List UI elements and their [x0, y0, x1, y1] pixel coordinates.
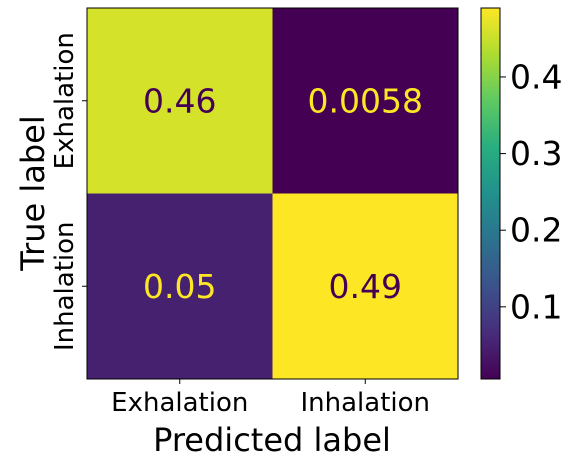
y-axis-label: True label: [14, 115, 52, 272]
y-tick-label: Exhalation: [50, 32, 80, 169]
heatmap-cell: [272, 193, 458, 379]
x-tick-label: Inhalation: [300, 388, 430, 418]
colorbar-tick-label: 0.2: [510, 211, 562, 250]
colorbar: [480, 7, 501, 380]
y-axis-ticks: Exhalation Inhalation: [50, 32, 87, 351]
heatmap-cell: [87, 193, 273, 379]
x-tick-label: Exhalation: [111, 388, 248, 418]
plot-frame: [86, 7, 459, 380]
colorbar-tick-label: 0.1: [510, 287, 562, 326]
cell-value-label: 0.49: [329, 267, 402, 306]
colorbar-tick-label: 0.4: [510, 57, 562, 96]
cell-value-label: 0.0058: [308, 81, 423, 120]
heatmap-cell: [87, 8, 273, 194]
colorbar-ticks: 0.1 0.2 0.3 0.4: [500, 57, 562, 326]
x-axis-label: Predicted label: [153, 421, 391, 459]
heatmap-cells: 0.46 0.0058 0.05 0.49: [87, 8, 458, 379]
heatmap-cell: [272, 8, 458, 194]
x-axis-ticks: Exhalation Inhalation: [111, 379, 430, 418]
colorbar-tick-label: 0.3: [510, 134, 562, 173]
cell-value-label: 0.46: [143, 81, 216, 120]
y-tick-label: Inhalation: [50, 221, 80, 351]
cell-value-label: 0.05: [143, 267, 216, 306]
